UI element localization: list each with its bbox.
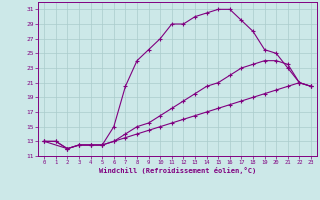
X-axis label: Windchill (Refroidissement éolien,°C): Windchill (Refroidissement éolien,°C)	[99, 167, 256, 174]
